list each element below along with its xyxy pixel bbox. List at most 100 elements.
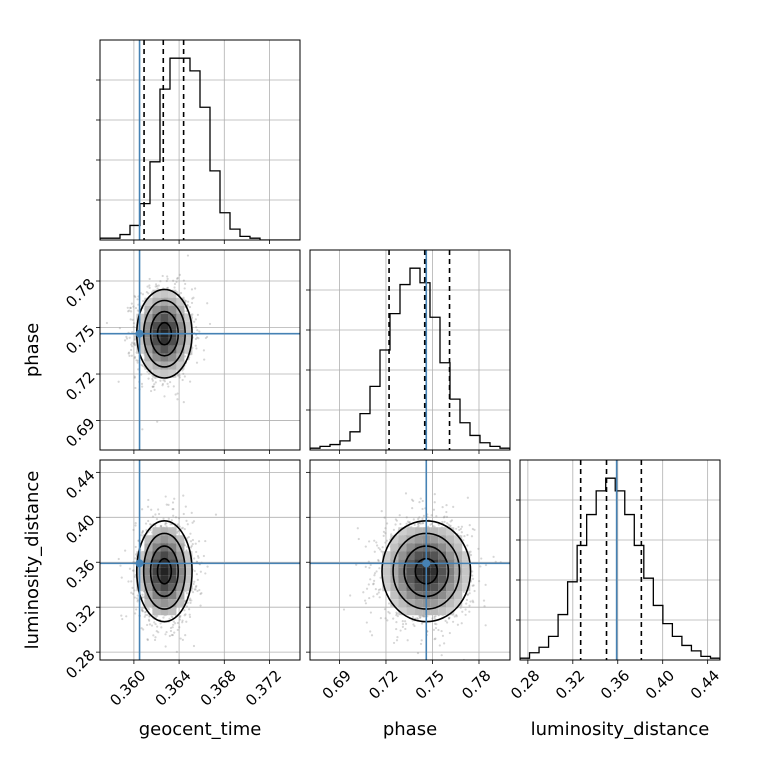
sample-point xyxy=(403,620,407,623)
x-tick-label: 0.28 xyxy=(507,666,543,702)
sample-point xyxy=(194,586,197,589)
sample-point xyxy=(376,593,379,596)
sample-point xyxy=(181,621,184,624)
sample-point xyxy=(460,531,463,534)
density-cell xyxy=(168,535,177,544)
sample-point xyxy=(148,608,151,611)
sample-point xyxy=(471,527,474,531)
sample-point xyxy=(166,275,169,278)
sample-point xyxy=(367,560,370,563)
sample-point xyxy=(433,617,436,620)
sample-point xyxy=(395,627,398,631)
density-cell xyxy=(390,567,399,576)
sample-point xyxy=(193,588,196,591)
sample-point xyxy=(151,385,154,388)
sample-point xyxy=(195,584,198,588)
sample-point xyxy=(473,589,476,593)
sample-point xyxy=(468,604,471,607)
sample-point xyxy=(459,527,463,531)
x-tick-label: 0.72 xyxy=(365,666,401,702)
sample-point xyxy=(394,523,397,526)
sample-point xyxy=(152,634,155,637)
density-cell xyxy=(406,567,415,576)
sample-point xyxy=(153,621,156,624)
panel-geocent_time-vs-phase: 0.69 0.72 0.75 0.78 phase xyxy=(22,249,301,454)
sample-point xyxy=(135,608,138,611)
sample-point xyxy=(460,525,464,528)
sample-point xyxy=(156,615,159,618)
sample-point xyxy=(172,620,175,623)
sample-point xyxy=(190,511,193,514)
sample-point xyxy=(162,517,165,520)
sample-point xyxy=(132,322,136,325)
density-cell xyxy=(152,369,161,378)
sample-point xyxy=(433,638,436,641)
sample-point xyxy=(362,591,365,594)
density-cell xyxy=(152,297,161,306)
sample-point xyxy=(154,616,157,619)
sample-point xyxy=(430,522,434,525)
sample-point xyxy=(434,626,438,630)
sample-point xyxy=(155,284,159,288)
sample-point xyxy=(179,637,182,640)
sample-point xyxy=(161,382,164,386)
density-cell xyxy=(168,607,177,616)
sample-point xyxy=(437,523,440,526)
density-cell xyxy=(176,535,185,544)
density-cell xyxy=(152,361,161,370)
x-axis-label-phase: phase xyxy=(383,719,437,740)
density-cell xyxy=(152,543,161,552)
sample-point xyxy=(417,524,420,528)
sample-point xyxy=(154,381,157,384)
sample-point xyxy=(133,356,136,360)
sample-point xyxy=(121,617,124,621)
sample-point xyxy=(416,651,420,655)
sample-point xyxy=(136,298,139,301)
sample-point xyxy=(165,630,168,634)
density-cell xyxy=(446,607,455,616)
sample-point xyxy=(164,495,167,498)
sample-point xyxy=(124,549,127,552)
sample-point xyxy=(419,497,422,500)
sample-point xyxy=(418,614,421,618)
sample-point xyxy=(494,560,497,563)
density-cell xyxy=(168,353,177,362)
sample-point xyxy=(367,583,370,586)
density-cell xyxy=(160,551,169,560)
density-cell xyxy=(446,543,455,552)
sample-point xyxy=(183,614,186,617)
sample-point xyxy=(372,595,375,598)
sample-point xyxy=(145,291,148,294)
density-cell xyxy=(430,535,439,544)
sample-point xyxy=(479,565,482,568)
sample-point xyxy=(387,602,391,605)
truth-point xyxy=(422,559,431,568)
sample-point xyxy=(404,622,408,625)
sample-point xyxy=(415,617,419,620)
density-cell xyxy=(144,567,153,576)
sample-point xyxy=(140,373,143,376)
panel-frame xyxy=(99,39,301,241)
sample-point xyxy=(394,518,397,521)
density-cell xyxy=(144,297,153,306)
density-cell xyxy=(446,575,455,584)
sample-point xyxy=(185,605,189,608)
sample-point xyxy=(443,520,446,523)
sample-point xyxy=(179,291,183,295)
sample-point xyxy=(204,572,207,575)
sample-point xyxy=(154,622,157,626)
sample-point xyxy=(155,630,158,633)
sample-point xyxy=(166,277,169,280)
density-cell xyxy=(446,567,455,576)
density-cell xyxy=(406,607,415,616)
y-tick-label: 0.40 xyxy=(62,511,98,547)
sample-point xyxy=(147,292,150,295)
sample-point xyxy=(382,534,385,537)
sample-point xyxy=(448,616,451,619)
sample-point xyxy=(194,287,197,290)
sample-point xyxy=(133,575,136,578)
density-cell xyxy=(136,345,145,354)
sample-point xyxy=(433,622,437,625)
density-cell xyxy=(160,337,169,346)
sample-point xyxy=(418,516,421,519)
